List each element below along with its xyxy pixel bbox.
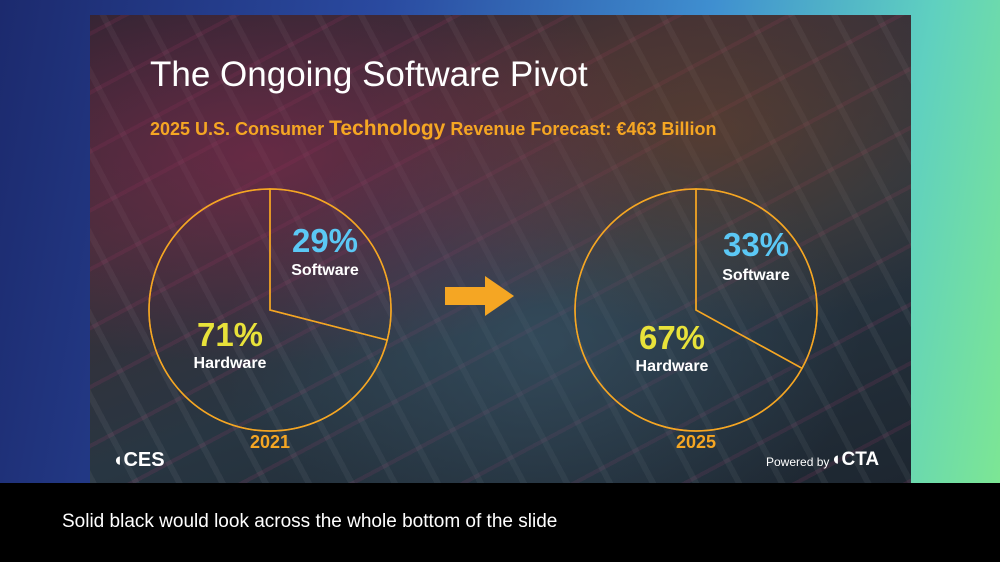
pie-chart-2025: 33% Software 67% Hardware 2025 — [574, 188, 818, 452]
pie-year-label: 2021 — [250, 432, 290, 452]
pie-charts: 29% Software 71% Hardware 2021 33% Software 67… — [148, 188, 818, 452]
pie-slice-software — [695, 188, 818, 370]
subtitle-tail: Revenue Forecast: €463 Billion — [445, 119, 717, 139]
cta-logo-text: CTA — [841, 449, 880, 470]
pie-year-label: 2025 — [676, 432, 716, 452]
pie-value-hardware: 71% — [197, 316, 263, 353]
presentation-slide: The Ongoing Software Pivot 2025 U.S. Con… — [90, 15, 911, 483]
pie-value-software: 33% — [723, 226, 789, 263]
pie-label-hardware: Hardware — [636, 358, 709, 375]
pie-label-software: Software — [291, 262, 359, 279]
pie-label-software: Software — [722, 267, 790, 284]
powered-by-label: Powered by — [766, 455, 830, 469]
ces-logo: ◖CES — [112, 449, 165, 472]
pie-slice-hardware — [574, 188, 804, 432]
pie-slice-hardware — [148, 188, 389, 432]
ces-logo-icon: ◖ — [112, 450, 124, 471]
caption-text: Solid black would look across the whole … — [62, 511, 558, 532]
subtitle-emphasis: Technology — [329, 117, 446, 140]
pie-value-software: 29% — [292, 222, 358, 259]
pie-chart-2021: 29% Software 71% Hardware 2021 — [148, 188, 392, 452]
caption-bar: Solid black would look across the whole … — [0, 483, 1000, 562]
subtitle-lead: 2025 U.S. Consumer — [150, 119, 330, 139]
slide-subtitle: 2025 U.S. Consumer Technology Revenue Fo… — [150, 117, 716, 141]
slide-title: The Ongoing Software Pivot — [150, 55, 588, 94]
arrow-icon — [445, 276, 514, 316]
cta-logo-icon: ◖ — [830, 449, 842, 470]
pie-value-hardware: 67% — [639, 319, 705, 356]
cta-logo: ◖CTA — [830, 449, 879, 471]
pie-slice-software — [269, 188, 392, 342]
pie-label-hardware: Hardware — [194, 355, 267, 372]
ces-logo-text: CES — [123, 449, 165, 471]
